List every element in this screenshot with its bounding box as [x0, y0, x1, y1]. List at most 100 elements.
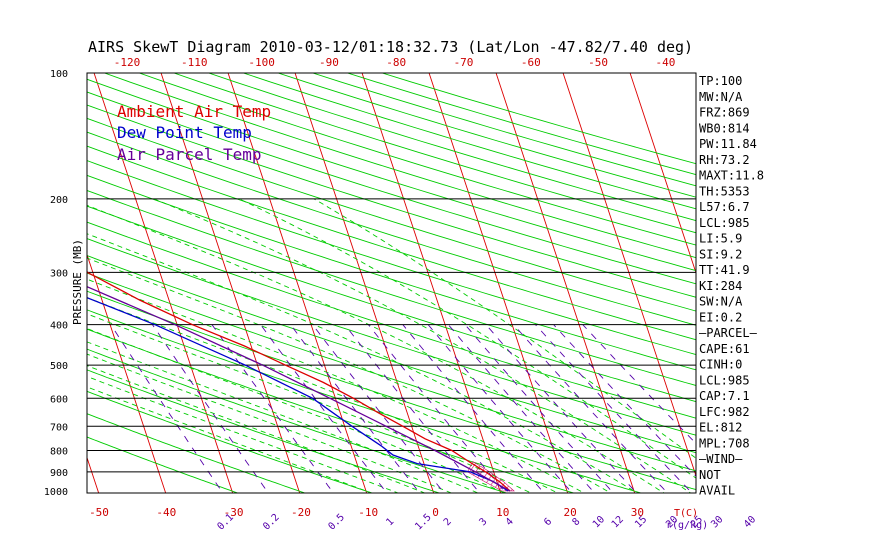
stability-index-item: LI:5.9	[699, 232, 742, 246]
isotherm-line	[87, 253, 167, 493]
legend-air-parcel-temp: Air Parcel Temp	[117, 145, 262, 164]
bottom-temperature-tick-labels: -50 -40 -30 -20 -10 0 10 20 30	[89, 506, 644, 519]
stability-index-item: —WIND—	[699, 452, 743, 466]
mixing-ratio-line	[344, 324, 481, 493]
top-temperature-tick-label: -110	[181, 56, 208, 69]
dry-adiabat-line	[87, 255, 696, 454]
stability-index-item: MW:N/A	[699, 90, 743, 104]
top-temperature-tick-label: -120	[114, 56, 141, 69]
mixing-ratio-tick-label: 4	[504, 516, 516, 528]
background-grid	[87, 73, 696, 493]
dry-adiabat-line	[87, 413, 307, 493]
bottom-temperature-tick-label: -40	[156, 506, 176, 519]
moist-adiabat-line	[87, 257, 612, 493]
mixing-ratio-tick-label: 8	[571, 516, 583, 528]
mixing-ratio-tick-label: 3	[478, 516, 490, 528]
stability-index-item: LCL:985	[699, 216, 750, 230]
isotherm-line	[93, 73, 234, 493]
dry-adiabat-line	[87, 160, 696, 356]
dry-adiabat-line	[87, 272, 696, 472]
mixing-ratio-tick-label: 10	[591, 514, 607, 530]
pressure-tick-label: 700	[50, 422, 68, 433]
dry-adiabat-line	[87, 238, 696, 436]
x-axis-unit-label: T(C)	[674, 508, 698, 519]
top-temperature-tick-label: -100	[248, 56, 275, 69]
mixing-ratio-tick-label: 1	[384, 516, 396, 528]
stability-index-item: EI:0.2	[699, 310, 742, 324]
stability-index-item: TH:5353	[699, 184, 750, 198]
isotherm-line	[227, 73, 368, 493]
dry-adiabat-line	[87, 78, 696, 272]
dry-adiabat-line	[380, 73, 696, 165]
moist-adiabat-line	[153, 198, 692, 493]
pressure-tick-label: 100	[50, 69, 68, 80]
dry-adiabat-line	[87, 390, 374, 493]
top-temperature-tick-label: -90	[319, 56, 339, 69]
pressure-tick-label: 900	[50, 468, 68, 479]
stability-index-item: TT:41.9	[699, 263, 750, 277]
legend-dew-point-temp: Dew Point Temp	[117, 123, 252, 142]
mixing-ratio-line	[464, 324, 614, 493]
bottom-temperature-tick-label: -30	[224, 506, 244, 519]
stability-index-item: L57:6.7	[699, 200, 750, 214]
chart-title: AIRS SkewT Diagram 2010-03-12/01:18:32.7…	[88, 38, 693, 56]
moist-adiabat-line	[87, 353, 453, 493]
bottom-temperature-tick-label: -20	[291, 506, 311, 519]
mixing-ratio-line	[152, 324, 269, 493]
mixing-ratio-tick-label: 0.5	[326, 512, 347, 533]
stability-index-item: CAPE:61	[699, 342, 750, 356]
moist-adiabat-line	[87, 386, 373, 493]
pressure-tick-label: 300	[50, 268, 68, 279]
pressure-tick-label: 200	[50, 195, 68, 206]
mixing-ratio-tick-label: 6	[542, 516, 554, 528]
stability-index-item: CINH:0	[699, 358, 742, 372]
moist-adiabat-line	[313, 198, 696, 459]
dry-adiabat-line	[87, 348, 508, 493]
mixing-ratio-tick-label: 30	[709, 514, 725, 530]
bottom-temperature-tick-label: -10	[358, 506, 378, 519]
moist-adiabat-line	[87, 328, 506, 493]
dry-adiabat-line	[87, 436, 239, 493]
dew-point-temp-line	[87, 297, 509, 492]
legend-ambient-air-temp: Ambient Air Temp	[117, 102, 271, 121]
mixing-ratio-line	[368, 324, 507, 493]
bottom-temperature-tick-label: 20	[563, 506, 576, 519]
isobar-lines	[87, 198, 696, 473]
stability-index-item: MPL:708	[699, 436, 750, 450]
mixing-ratio-tick-label: 1.5	[413, 512, 434, 533]
stability-index-item: RH:73.2	[699, 153, 750, 167]
isotherm-line	[495, 73, 636, 493]
mixing-ratio-line	[553, 324, 696, 477]
mixing-ratio-tick-label: 40	[742, 514, 758, 530]
dry-adiabat-line	[87, 205, 696, 403]
mixing-ratio-line	[447, 324, 596, 493]
top-temperature-tick-labels: -120 -110 -100 -90 -80 -70 -60 -50 -40	[114, 56, 676, 69]
dry-adiabat-line	[137, 73, 696, 246]
dry-adiabat-line	[87, 131, 696, 326]
pressure-tick-label: 600	[50, 394, 68, 405]
dry-adiabat-line	[87, 104, 696, 298]
dry-adiabat-line	[87, 117, 696, 312]
mixing-ratio-line	[110, 324, 224, 493]
dry-adiabat-line	[87, 145, 696, 341]
pressure-tick-label: 400	[50, 321, 68, 332]
pressure-tick-label: 1000	[44, 487, 68, 498]
mixing-ratio-line	[290, 324, 421, 493]
legend: Ambient Air Temp Dew Point Temp Air Parc…	[117, 102, 271, 164]
mixing-ratio-tick-label: 2	[442, 516, 454, 528]
y-axis-label: PRESSURE (MB)	[71, 239, 84, 325]
dry-adiabat-line	[103, 73, 696, 259]
top-temperature-tick-label: -60	[521, 56, 541, 69]
pressure-tick-labels: 100 200 300 400 500 600 700 800 900 1000	[44, 69, 68, 498]
moist-adiabat-line	[87, 313, 533, 493]
top-temperature-tick-label: -70	[454, 56, 474, 69]
dry-adiabat-line	[87, 91, 696, 285]
stability-index-item: MAXT:11.8	[699, 169, 764, 183]
stability-index-item: AVAIL	[699, 484, 735, 498]
dry-adiabat-line	[87, 190, 696, 386]
stability-index-item: FRZ:869	[699, 106, 750, 120]
pressure-tick-label: 800	[50, 447, 68, 458]
moist-adiabat-line	[87, 365, 426, 493]
